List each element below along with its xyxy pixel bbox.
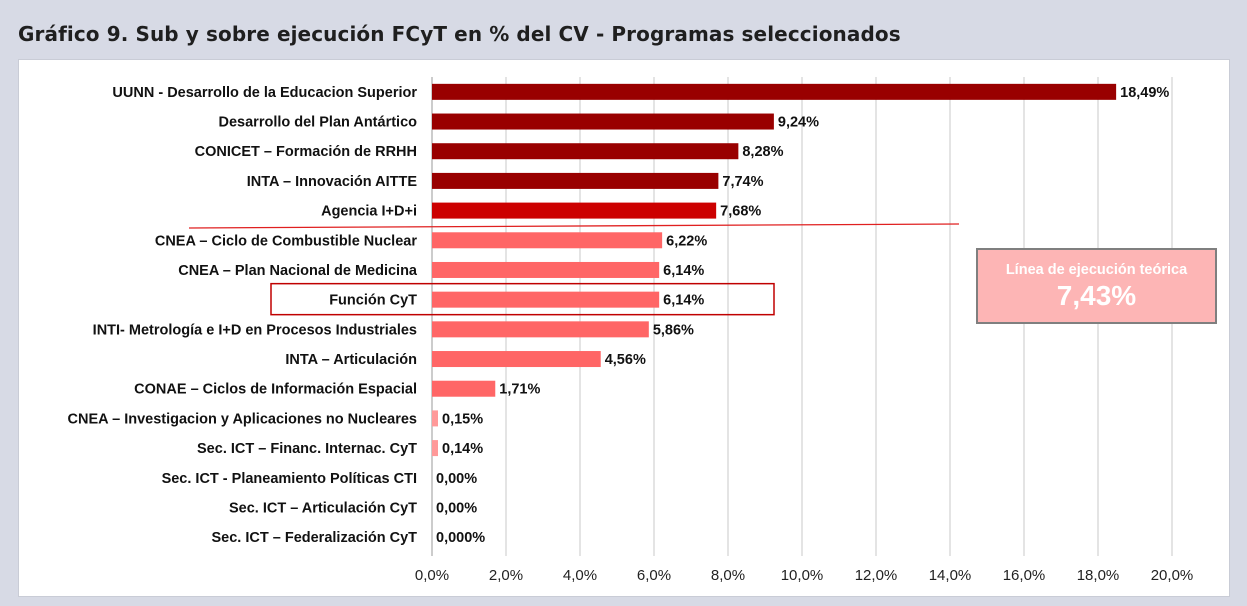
callout-value: 7,43% — [1056, 280, 1137, 311]
bar — [432, 143, 739, 160]
bar — [432, 440, 438, 457]
bar — [432, 410, 438, 427]
x-tick-label: 2,0% — [489, 567, 523, 584]
value-label: 0,000% — [436, 530, 485, 546]
highlight-box — [270, 282, 775, 316]
x-tick-label: 0,0% — [415, 567, 449, 584]
value-label: 8,28% — [742, 144, 783, 160]
bar — [432, 172, 719, 189]
x-tick-label: 18,0% — [1077, 567, 1120, 584]
value-label: 6,14% — [663, 293, 704, 309]
x-tick-label: 14,0% — [929, 567, 972, 584]
category-label: CONAE – Ciclos de Información Espacial — [134, 382, 417, 398]
bar — [432, 232, 663, 249]
value-label: 4,56% — [605, 352, 646, 368]
theoretical-execution-callout: Línea de ejecución teórica 7,43% — [976, 248, 1217, 324]
category-label: INTI- Metrología e I+D en Procesos Indus… — [93, 322, 417, 338]
x-tick-label: 20,0% — [1151, 567, 1194, 584]
category-label: Función CyT — [329, 293, 417, 309]
bar — [432, 291, 660, 308]
category-label: CONICET – Formación de RRHH — [195, 144, 417, 160]
value-label: 0,00% — [436, 471, 477, 487]
x-tick-label: 8,0% — [711, 567, 745, 584]
category-label: CNEA – Ciclo de Combustible Nuclear — [155, 233, 417, 249]
x-tick-label: 4,0% — [563, 567, 597, 584]
value-label: 0,00% — [436, 500, 477, 516]
x-tick-label: 6,0% — [637, 567, 671, 584]
value-label: 0,14% — [442, 441, 483, 457]
x-tick-label: 16,0% — [1003, 567, 1046, 584]
category-label: Sec. ICT – Federalización CyT — [212, 530, 418, 546]
category-label: Desarrollo del Plan Antártico — [219, 115, 418, 131]
bar — [432, 321, 649, 338]
value-label: 1,71% — [499, 382, 540, 398]
bar — [432, 83, 1117, 100]
chart-panel: 0,0% 2,0% 4,0% 6,0% 8,0% 10,0% 12,0% 14,0% 16,0%… — [18, 59, 1230, 597]
category-label: Sec. ICT – Articulación CyT — [229, 500, 417, 516]
bar-chart: 0,0% 2,0% 4,0% 6,0% 8,0% 10,0% 12,0% 14,0% 16,0%… — [68, 77, 1194, 584]
value-label: 6,14% — [663, 263, 704, 279]
x-tick-label: 12,0% — [855, 567, 898, 584]
category-label: Sec. ICT – Financ. Internac. CyT — [197, 441, 417, 457]
value-label: 6,22% — [666, 233, 707, 249]
chart-title: Gráfico 9. Sub y sobre ejecución FCyT en… — [18, 22, 901, 46]
category-label: INTA – Innovación AITTE — [247, 174, 418, 190]
reference-line — [188, 223, 960, 229]
bar — [432, 380, 496, 397]
value-label: 7,68% — [720, 204, 761, 220]
bar — [432, 351, 601, 368]
bar — [432, 261, 660, 278]
category-label: CNEA – Plan Nacional de Medicina — [178, 263, 418, 279]
category-label: INTA – Articulación — [285, 352, 417, 368]
value-label: 5,86% — [653, 322, 694, 338]
category-label: Sec. ICT - Planeamiento Políticas CTI — [162, 471, 417, 487]
value-label: 0,15% — [442, 411, 483, 427]
category-label: Agencia I+D+i — [321, 204, 417, 220]
category-label: UUNN - Desarrollo de la Educacion Superi… — [112, 85, 417, 101]
x-tick-label: 10,0% — [781, 567, 824, 584]
category-label: CNEA – Investigacion y Aplicaciones no N… — [68, 411, 417, 427]
bar — [432, 113, 774, 130]
callout-label: Línea de ejecución teórica — [1005, 262, 1188, 278]
value-label: 7,74% — [722, 174, 763, 190]
bar — [432, 202, 717, 219]
value-label: 9,24% — [778, 115, 819, 131]
value-label: 18,49% — [1120, 85, 1169, 101]
